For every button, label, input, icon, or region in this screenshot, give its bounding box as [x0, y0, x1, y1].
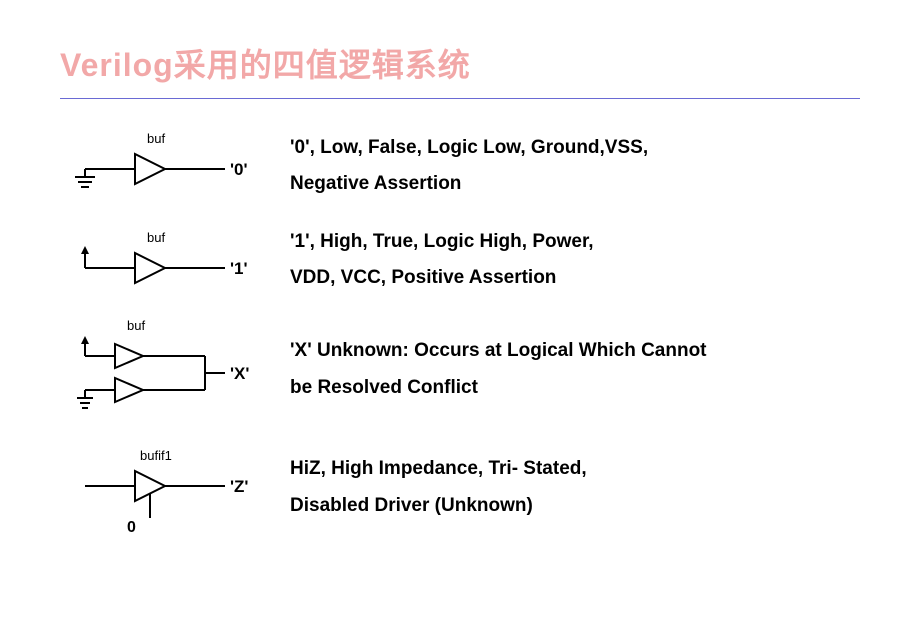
output-value: '0': [230, 160, 248, 179]
output-value: 'Z': [230, 477, 248, 496]
output-value: '1': [230, 259, 248, 278]
diagram-0: buf '0': [60, 129, 270, 209]
buf-label: buf: [127, 318, 145, 333]
buf-label: buf: [147, 131, 165, 146]
logic-row-2: buf 'X' 'X' Unknown: Occurs at Logical W…: [60, 318, 860, 428]
desc-line: Negative Assertion: [290, 169, 860, 199]
enable-value: 0: [127, 519, 136, 536]
desc-line: be Resolved Conflict: [290, 373, 860, 403]
diagram-2: buf 'X': [60, 318, 270, 428]
desc-2: 'X' Unknown: Occurs at Logical Which Can…: [270, 336, 860, 409]
desc-line: 'X' Unknown: Occurs at Logical Which Can…: [290, 336, 860, 366]
diagram-3: bufif1 0 'Z': [60, 446, 270, 536]
desc-1: '1', High, True, Logic High, Power, VDD,…: [270, 227, 860, 300]
slide-title: Verilog采用的四值逻辑系统: [60, 40, 860, 86]
desc-line: HiZ, High Impedance, Tri- Stated,: [290, 454, 860, 484]
desc-line: Disabled Driver (Unknown): [290, 491, 860, 521]
title-divider: [60, 98, 860, 99]
bufif-label: bufif1: [140, 448, 172, 463]
diagram-1: buf '1': [60, 228, 270, 298]
logic-row-3: bufif1 0 'Z' HiZ, High Impedance, Tri- S…: [60, 446, 860, 536]
desc-line: VDD, VCC, Positive Assertion: [290, 263, 860, 293]
desc-0: '0', Low, False, Logic Low, Ground,VSS, …: [270, 133, 860, 206]
desc-3: HiZ, High Impedance, Tri- Stated, Disabl…: [270, 454, 860, 527]
logic-row-1: buf '1' '1', High, True, Logic High, Pow…: [60, 227, 860, 300]
logic-row-0: buf '0' '0', Low, False, Logic Low, Grou…: [60, 129, 860, 209]
desc-line: '1', High, True, Logic High, Power,: [290, 227, 860, 257]
output-value: 'X': [230, 364, 249, 383]
buf-label: buf: [147, 230, 165, 245]
desc-line: '0', Low, False, Logic Low, Ground,VSS,: [290, 133, 860, 163]
